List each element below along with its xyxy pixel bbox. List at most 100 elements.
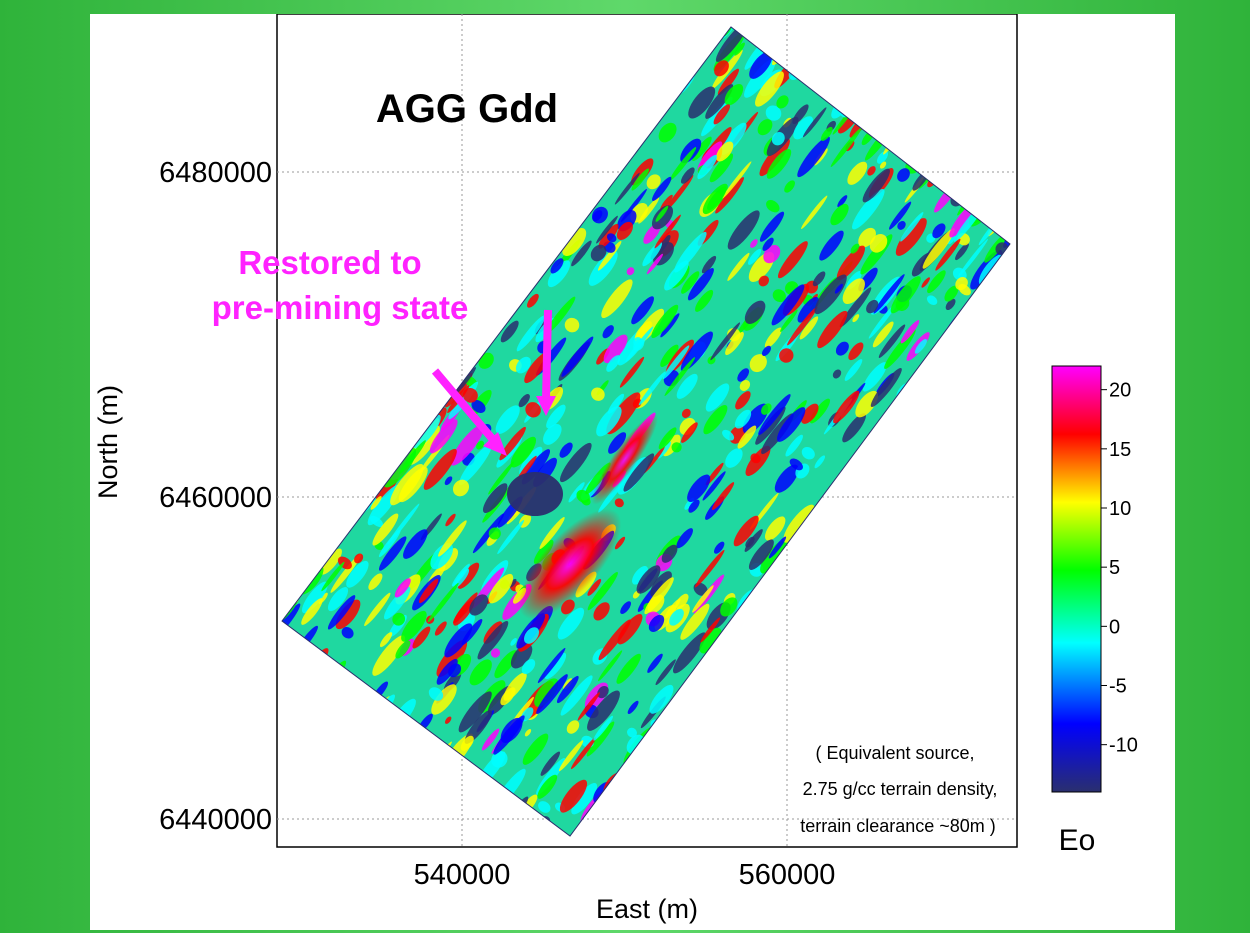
- map-texture-blob: [749, 51, 773, 79]
- map-texture-blob: [830, 203, 849, 226]
- map-texture-blob: [833, 390, 860, 424]
- map-texture-blob: [558, 740, 584, 772]
- map-texture-blob: [457, 562, 480, 589]
- map-texture-blob: [921, 277, 930, 288]
- map-texture-blob: [606, 233, 617, 243]
- map-texture-blob: [522, 733, 549, 765]
- map-texture-blob: [452, 479, 470, 497]
- map-texture-blob: [842, 413, 866, 443]
- map-texture-blob: [590, 244, 607, 262]
- map-texture-blob: [772, 289, 786, 303]
- map-texture-blob: [722, 429, 735, 441]
- annotation-arrow: [431, 368, 499, 445]
- map-texture-blob: [603, 334, 628, 364]
- map-texture-blob: [836, 245, 866, 281]
- map-texture-blob: [632, 566, 648, 585]
- map-texture-blob: [517, 455, 537, 481]
- map-texture-blob: [429, 419, 458, 454]
- map-texture-blob: [282, 603, 301, 640]
- map-texture-blob: [839, 287, 872, 328]
- map-texture-blob: [889, 201, 912, 230]
- map-texture-blob: [460, 735, 474, 751]
- map-texture-blob: [587, 571, 618, 611]
- map-texture-blob: [884, 329, 916, 369]
- map-texture-blob: [687, 474, 711, 503]
- map-texture-blob: [495, 405, 520, 434]
- map-texture-blob: [750, 239, 758, 248]
- map-texture-blob: [900, 212, 924, 242]
- map-texture-blob: [766, 200, 780, 213]
- map-texture-blob: [434, 621, 447, 636]
- map-texture-blob: [394, 578, 411, 598]
- map-texture-blob: [403, 529, 428, 559]
- x-tick-label: 540000: [414, 859, 511, 891]
- map-texture-blob: [546, 404, 566, 429]
- map-texture-blob: [669, 608, 684, 626]
- map-texture-blob: [534, 678, 559, 707]
- map-texture-blob: [757, 119, 773, 136]
- map-texture-blob: [922, 228, 955, 269]
- map-texture-blob: [680, 331, 713, 372]
- map-texture-blob: [626, 267, 635, 276]
- map-texture-blob: [830, 127, 862, 168]
- map-texture-blob: [547, 260, 571, 288]
- map-texture-blob: [619, 356, 645, 388]
- map-texture-blob: [586, 721, 615, 757]
- map-texture-blob: [301, 598, 323, 625]
- map-texture-blob: [568, 482, 585, 503]
- map-texture-blob: [510, 638, 517, 646]
- map-texture-blob: [559, 779, 588, 813]
- map-texture-blob: [797, 296, 819, 323]
- map-texture-blob: [602, 325, 614, 339]
- map-texture-blob: [872, 321, 894, 348]
- map-texture-blob: [764, 516, 786, 541]
- map-texture-blob: [660, 313, 680, 338]
- map-texture-blob: [680, 167, 695, 184]
- map-texture-blob: [890, 276, 921, 314]
- map-texture-blob: [799, 316, 819, 340]
- map-texture-blob: [765, 105, 782, 121]
- map-texture-blob: [658, 427, 677, 450]
- map-texture-blob: [671, 442, 682, 453]
- map-texture-blob: [427, 582, 459, 623]
- map-texture-blob: [703, 405, 728, 435]
- map-texture-blob: [774, 464, 799, 493]
- map-texture-blob: [593, 715, 614, 741]
- map-texture-blob: [635, 308, 665, 344]
- colorbar-tick-label: -5: [1109, 676, 1127, 698]
- anomaly-map-figure: 540000 560000 6480000 6460000 6440000 Ea…: [93, 14, 1138, 924]
- map-texture-blob: [878, 324, 906, 358]
- map-texture-blob: [632, 398, 642, 408]
- map-texture-blob: [744, 58, 776, 98]
- map-texture-blob: [714, 541, 725, 554]
- map-texture-blob: [545, 296, 576, 335]
- x-axis-title: East (m): [596, 894, 698, 924]
- map-texture-blob: [660, 194, 673, 211]
- map-texture-blob: [681, 271, 700, 294]
- dark-low-zone: [507, 472, 563, 516]
- note-line: 2.75 g/cc terrain density,: [803, 779, 998, 799]
- map-texture-blob: [392, 612, 406, 626]
- map-texture-blob: [870, 367, 902, 408]
- map-texture-blob: [454, 367, 476, 396]
- slide-panel: 540000 560000 6480000 6460000 6440000 Ea…: [90, 14, 1175, 930]
- map-texture-blob: [935, 238, 961, 271]
- map-texture-blob: [557, 607, 585, 640]
- map-texture-blob: [556, 675, 579, 704]
- map-texture-blob: [368, 573, 383, 591]
- map-texture-blob: [560, 675, 593, 716]
- map-texture-blob: [758, 275, 770, 287]
- map-texture-blob: [450, 424, 484, 466]
- map-texture-blob: [587, 578, 602, 596]
- map-texture-blob: [695, 289, 714, 312]
- map-texture-blob: [694, 549, 725, 588]
- map-texture-blob: [771, 132, 785, 146]
- map-texture-blob: [897, 168, 910, 182]
- map-texture-blob: [423, 448, 457, 490]
- map-texture-blob: [784, 180, 795, 193]
- map-texture-blob: [926, 295, 938, 306]
- map-texture-blob: [785, 434, 803, 457]
- map-texture-blob: [692, 136, 712, 161]
- map-texture-blob: [497, 519, 525, 555]
- map-texture-blob: [932, 223, 946, 239]
